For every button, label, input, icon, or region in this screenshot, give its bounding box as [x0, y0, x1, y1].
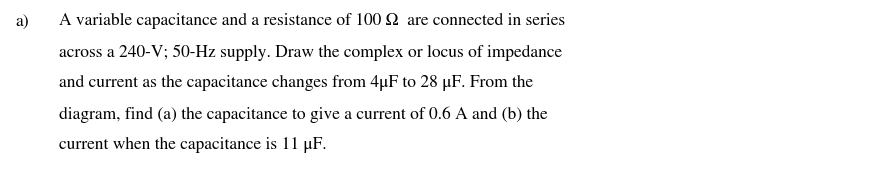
Text: a): a): [16, 14, 29, 29]
Text: across a 240-V; 50-Hz supply. Draw the complex or locus of impedance: across a 240-V; 50-Hz supply. Draw the c…: [59, 44, 561, 61]
Text: and current as the capacitance changes from 4μF to 28 μF. From the: and current as the capacitance changes f…: [59, 75, 532, 91]
Text: current when the capacitance is 11 μF.: current when the capacitance is 11 μF.: [59, 137, 326, 154]
Text: diagram, find (a) the capacitance to give a current of 0.6 A and (b) the: diagram, find (a) the capacitance to giv…: [59, 106, 546, 123]
Text: A variable capacitance and a resistance of 100 Ω  are connected in series: A variable capacitance and a resistance …: [59, 14, 564, 29]
